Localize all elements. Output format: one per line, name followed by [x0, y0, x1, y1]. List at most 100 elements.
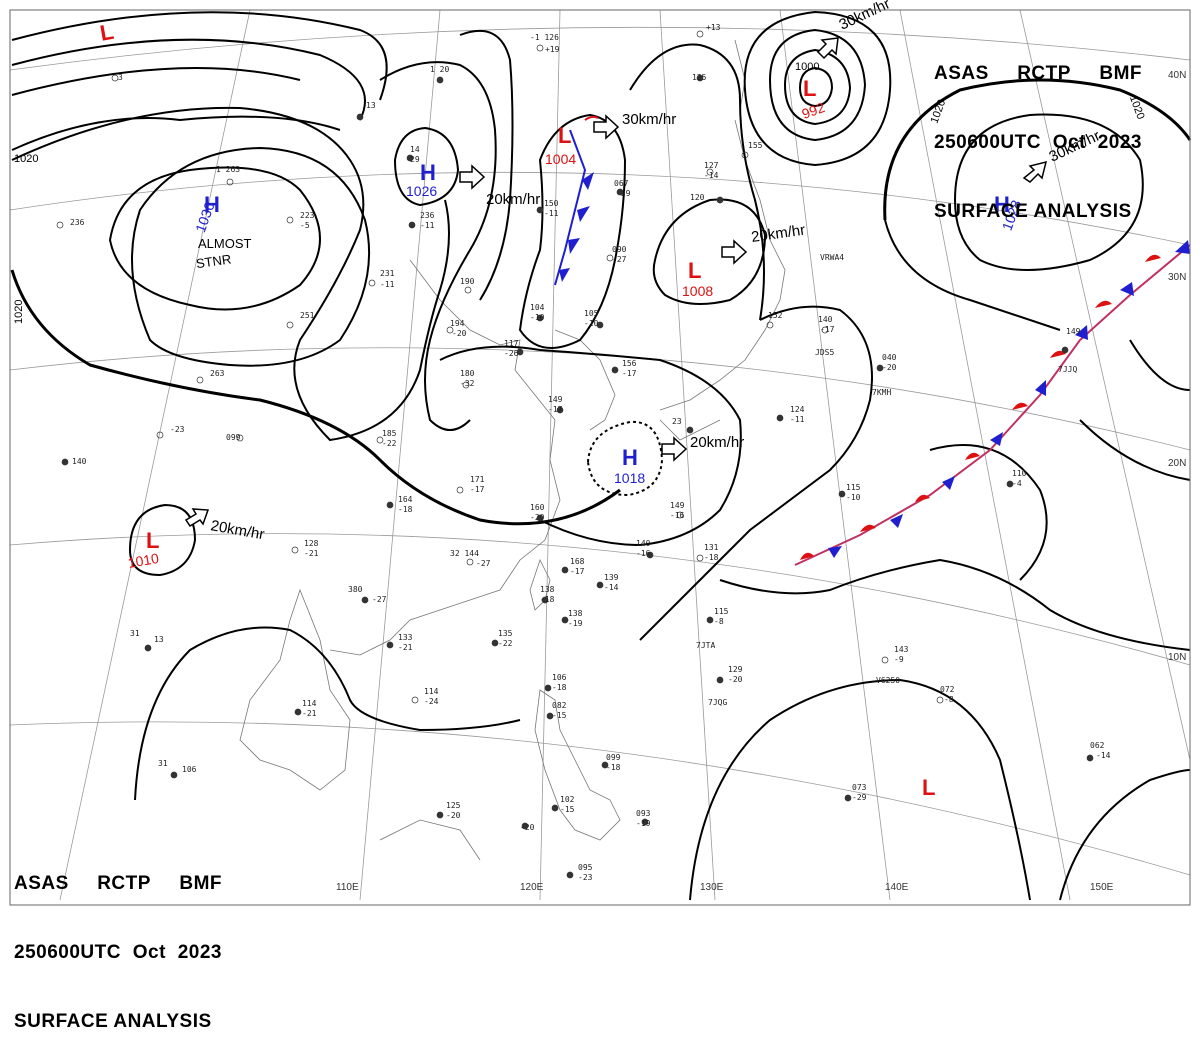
svg-text:106: 106 [182, 765, 197, 774]
svg-text:-16: -16 [670, 511, 685, 520]
svg-text:236: 236 [420, 211, 435, 220]
svg-text:-27: -27 [476, 559, 491, 568]
svg-text:090: 090 [612, 245, 627, 254]
station-plot: 115-8 [706, 607, 729, 626]
header-year: 2023 [1097, 132, 1142, 153]
station-id: 7JJQ [1058, 365, 1077, 374]
svg-text:082: 082 [552, 701, 567, 710]
isobar-label: 1020 [14, 153, 38, 165]
station-plot: 231-11 [368, 269, 395, 289]
svg-text:223: 223 [300, 211, 315, 220]
station-plot: 156-17 [611, 359, 637, 378]
low-symbol: L [146, 528, 159, 553]
annotation-line: STNR [195, 251, 232, 271]
station-plot: 131-18 [696, 543, 719, 562]
low-pressure-center: L 1008 [682, 258, 713, 299]
svg-text:380: 380 [348, 585, 363, 594]
svg-text:-11: -11 [544, 209, 559, 218]
svg-text:31: 31 [158, 759, 168, 768]
svg-text:127: 127 [704, 161, 719, 170]
svg-text:117: 117 [504, 339, 519, 348]
station-plots: -1 126+19 13 1 20 1 263 223-5 236 231-11… [56, 23, 1111, 882]
low-symbol: L [98, 19, 116, 46]
svg-text:-18: -18 [606, 763, 621, 772]
svg-text:072: 072 [940, 685, 955, 694]
svg-text:115: 115 [846, 483, 861, 492]
low-symbol: L [803, 76, 816, 101]
svg-text:236: 236 [70, 218, 85, 227]
station-plot: 164-18 [386, 495, 413, 514]
svg-text:168: 168 [570, 557, 585, 566]
svg-text:-21: -21 [398, 643, 413, 652]
header-year: 2023 [177, 942, 222, 963]
coastlines [239, 39, 786, 861]
svg-text:190: 190 [460, 277, 475, 286]
station-plot: 114-21 [294, 699, 317, 718]
low-pressure-center: L [922, 775, 935, 800]
motion-speed-label: 30km/hr [622, 111, 676, 128]
station-plot: 194-20 [446, 319, 467, 338]
svg-text:31: 31 [130, 629, 140, 638]
svg-text:104: 104 [530, 303, 545, 312]
station-plot: 180-32 [460, 369, 475, 389]
svg-text:-18: -18 [398, 505, 413, 514]
svg-text:-17: -17 [570, 567, 585, 576]
svg-text:1 263: 1 263 [216, 165, 240, 174]
station-plot: 140-17 [818, 315, 835, 334]
isobar-label: 1000 [795, 61, 819, 73]
svg-text:-17: -17 [548, 405, 563, 414]
svg-text:-27: -27 [372, 595, 387, 604]
station-id: JDS5 [815, 348, 834, 357]
station-plot: 223-5 [286, 211, 315, 230]
svg-text:067: 067 [614, 179, 629, 188]
svg-text:114: 114 [424, 687, 439, 696]
lat-label-20: 20N [1168, 458, 1186, 469]
graticule [9, 9, 1191, 901]
low-pressure-center: L 992 [800, 76, 828, 122]
low-symbol: L [688, 258, 701, 283]
station-plot: 040-20 [876, 353, 897, 372]
header-month: Oct [1052, 132, 1086, 153]
lon-label-130: 130E [700, 882, 724, 893]
high-pressure-center: H 1030 [192, 192, 220, 234]
header-line-2: 250600UTC Oct 2023 [934, 131, 1142, 154]
svg-text:-14: -14 [604, 583, 619, 592]
svg-text:150: 150 [544, 199, 559, 208]
motion-arrows [184, 37, 1048, 528]
station-plot: 1 20 [430, 65, 449, 84]
svg-text:1 20: 1 20 [430, 65, 449, 74]
station-plot: 263 [196, 369, 225, 384]
svg-text:-27: -27 [612, 255, 627, 264]
station-plot: 13 [356, 101, 376, 121]
svg-text:-23: -23 [170, 425, 185, 434]
station-plot: 099 [226, 433, 244, 442]
station-plot: 073-29 [844, 783, 867, 802]
station-id: 7JQG [708, 698, 727, 707]
svg-text:140: 140 [72, 457, 87, 466]
station-plot: 102-15 [551, 795, 575, 814]
station-plot: 171-17 [456, 475, 485, 494]
svg-text:-22: -22 [498, 639, 513, 648]
lat-label-40: 40N [1168, 70, 1186, 81]
svg-text:125: 125 [692, 73, 707, 82]
svg-text:-4: -4 [1012, 479, 1022, 488]
station-plot: 110-4 [1006, 469, 1027, 488]
pressure-value: 1010 [127, 550, 161, 571]
svg-text:+19: +19 [545, 45, 560, 54]
svg-text:139: 139 [604, 573, 619, 582]
svg-text:-18: -18 [552, 683, 567, 692]
svg-text:-17: -17 [470, 485, 485, 494]
station-plot: 160-20 [530, 503, 545, 522]
svg-text:180: 180 [460, 369, 475, 378]
motion-speed-label: 20km/hr [750, 222, 806, 246]
high-symbol: H [994, 192, 1010, 217]
station-plot: 31 13 [130, 629, 164, 652]
svg-text:-5: -5 [300, 221, 310, 230]
station-plot: 139-14 [596, 573, 619, 592]
svg-text:105: 105 [584, 309, 599, 318]
svg-text:149: 149 [548, 395, 563, 404]
station-plot: 128-21 [291, 539, 319, 558]
svg-text:-19: -19 [636, 819, 651, 828]
pressure-value: 1026 [406, 183, 437, 199]
svg-text:-10: -10 [846, 493, 861, 502]
